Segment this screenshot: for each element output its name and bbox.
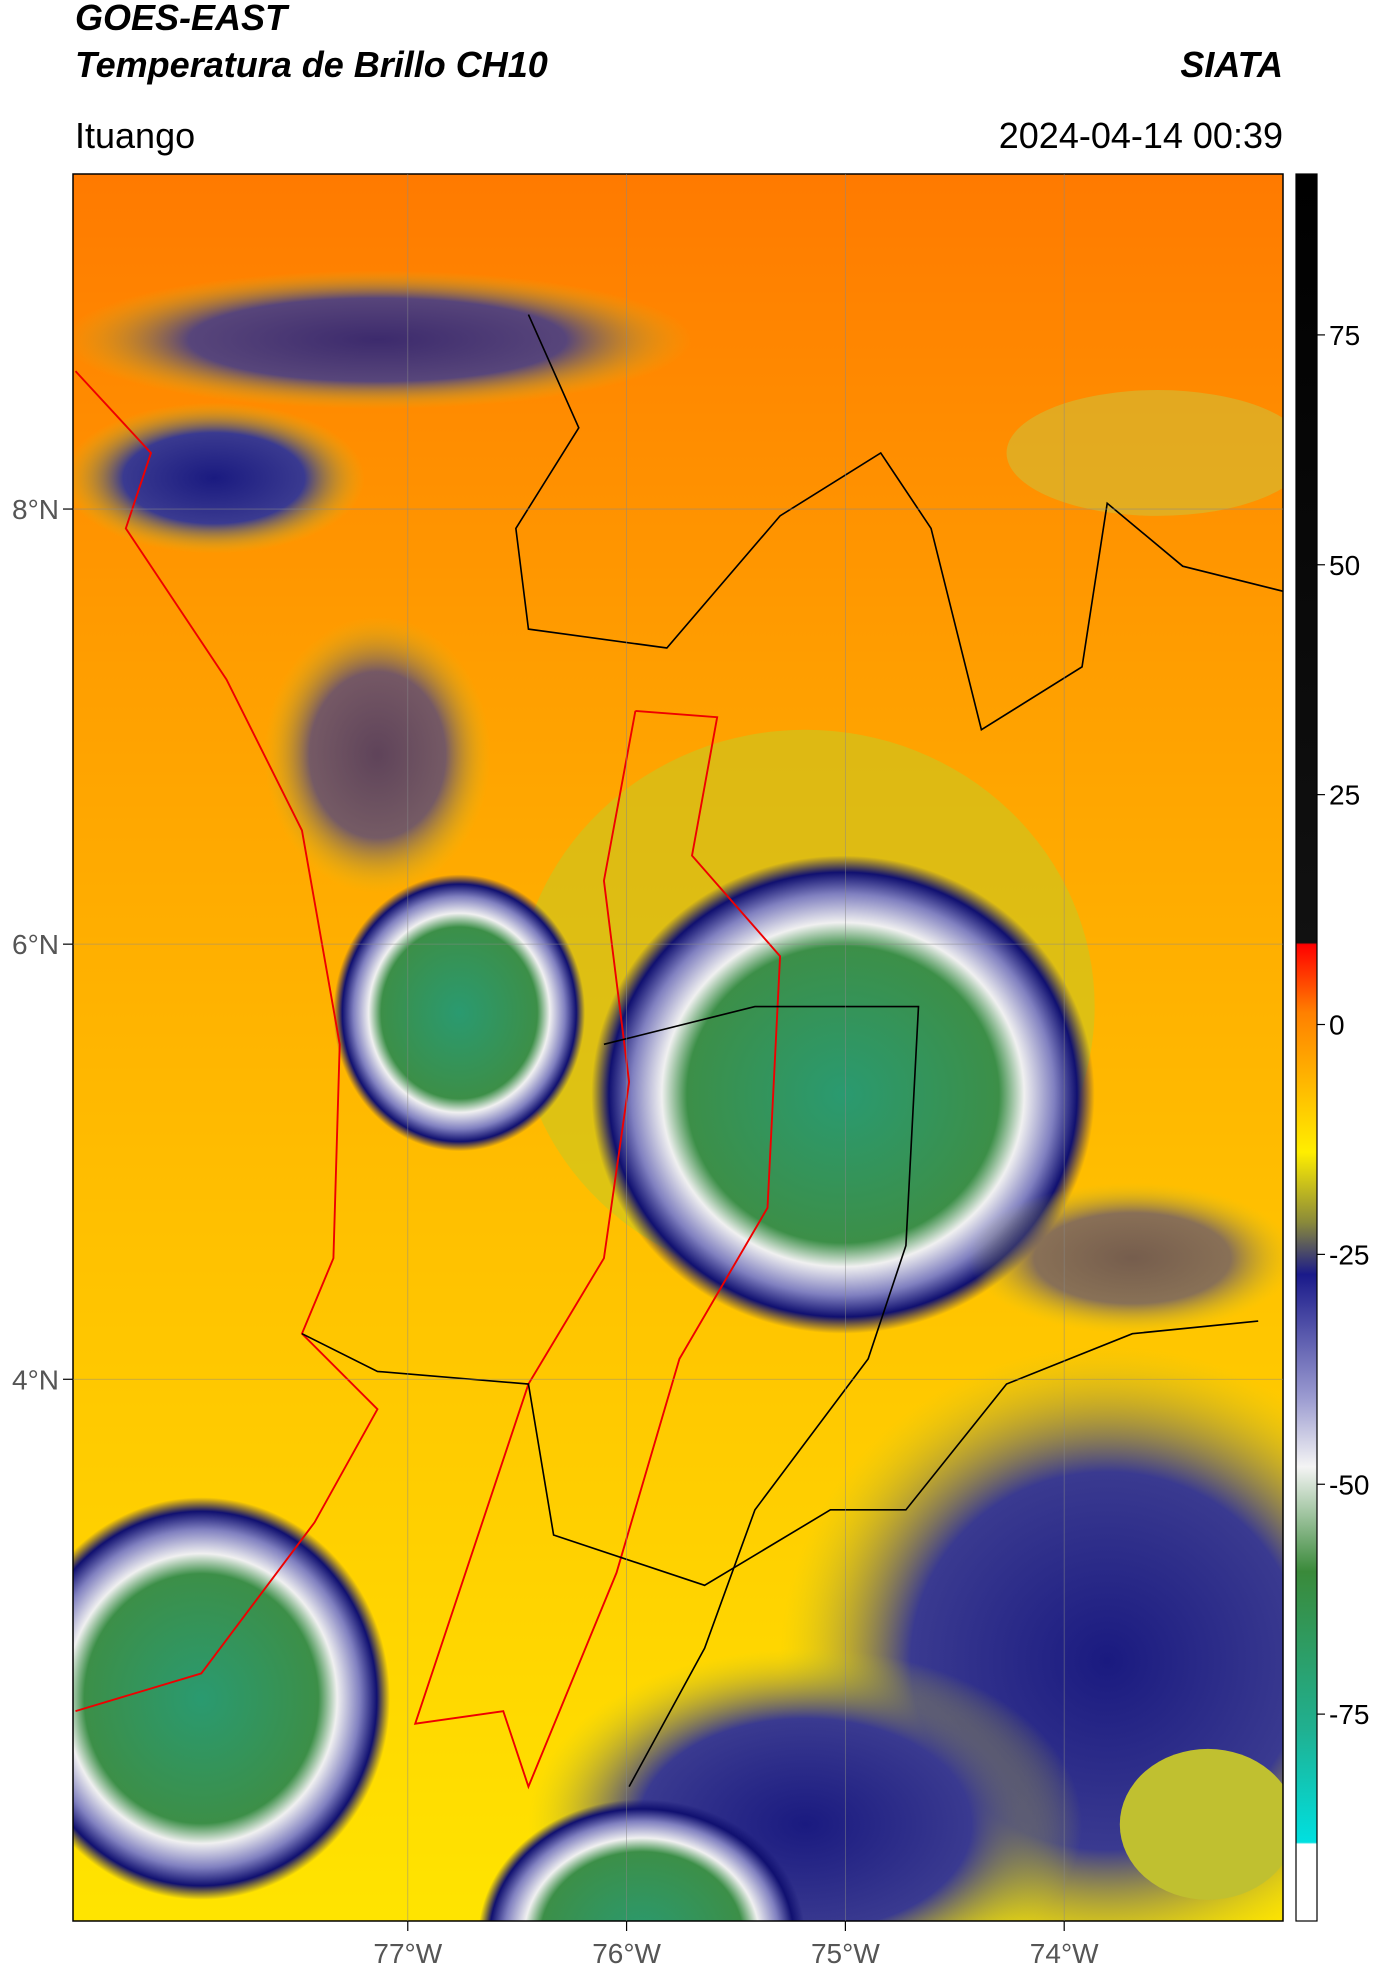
map [73,174,1283,1921]
x-tick-label: 74°W [1030,1938,1099,1969]
y-tick-label: 8°N [12,494,59,525]
location: Ituango [75,115,195,156]
x-tick-label: 75°W [811,1938,880,1969]
colorbar-tick-label: 25 [1329,780,1360,811]
colorbar-tick-label: -50 [1329,1469,1369,1500]
source: SIATA [1180,44,1283,85]
colorbar-tick-label: 75 [1329,320,1360,351]
cloud-field [73,270,1283,1921]
map-frame [72,173,1284,1922]
x-tick-label: 76°W [592,1938,661,1969]
colorbar [1295,173,1318,1922]
title: GOES-EAST [75,0,290,38]
y-tick-label: 6°N [12,929,59,960]
colorbar-tick-label: 50 [1329,550,1360,581]
colorbar-tick-label: 0 [1329,1010,1345,1041]
colorbar-tick-label: -75 [1329,1699,1369,1730]
x-tick-label: 77°W [373,1938,442,1969]
y-tick-label: 4°N [12,1364,59,1395]
subtitle: Temperatura de Brillo CH10 [75,44,548,85]
datetime: 2024-04-14 00:39 [999,115,1283,156]
colorbar-tick-label: -25 [1329,1239,1369,1270]
